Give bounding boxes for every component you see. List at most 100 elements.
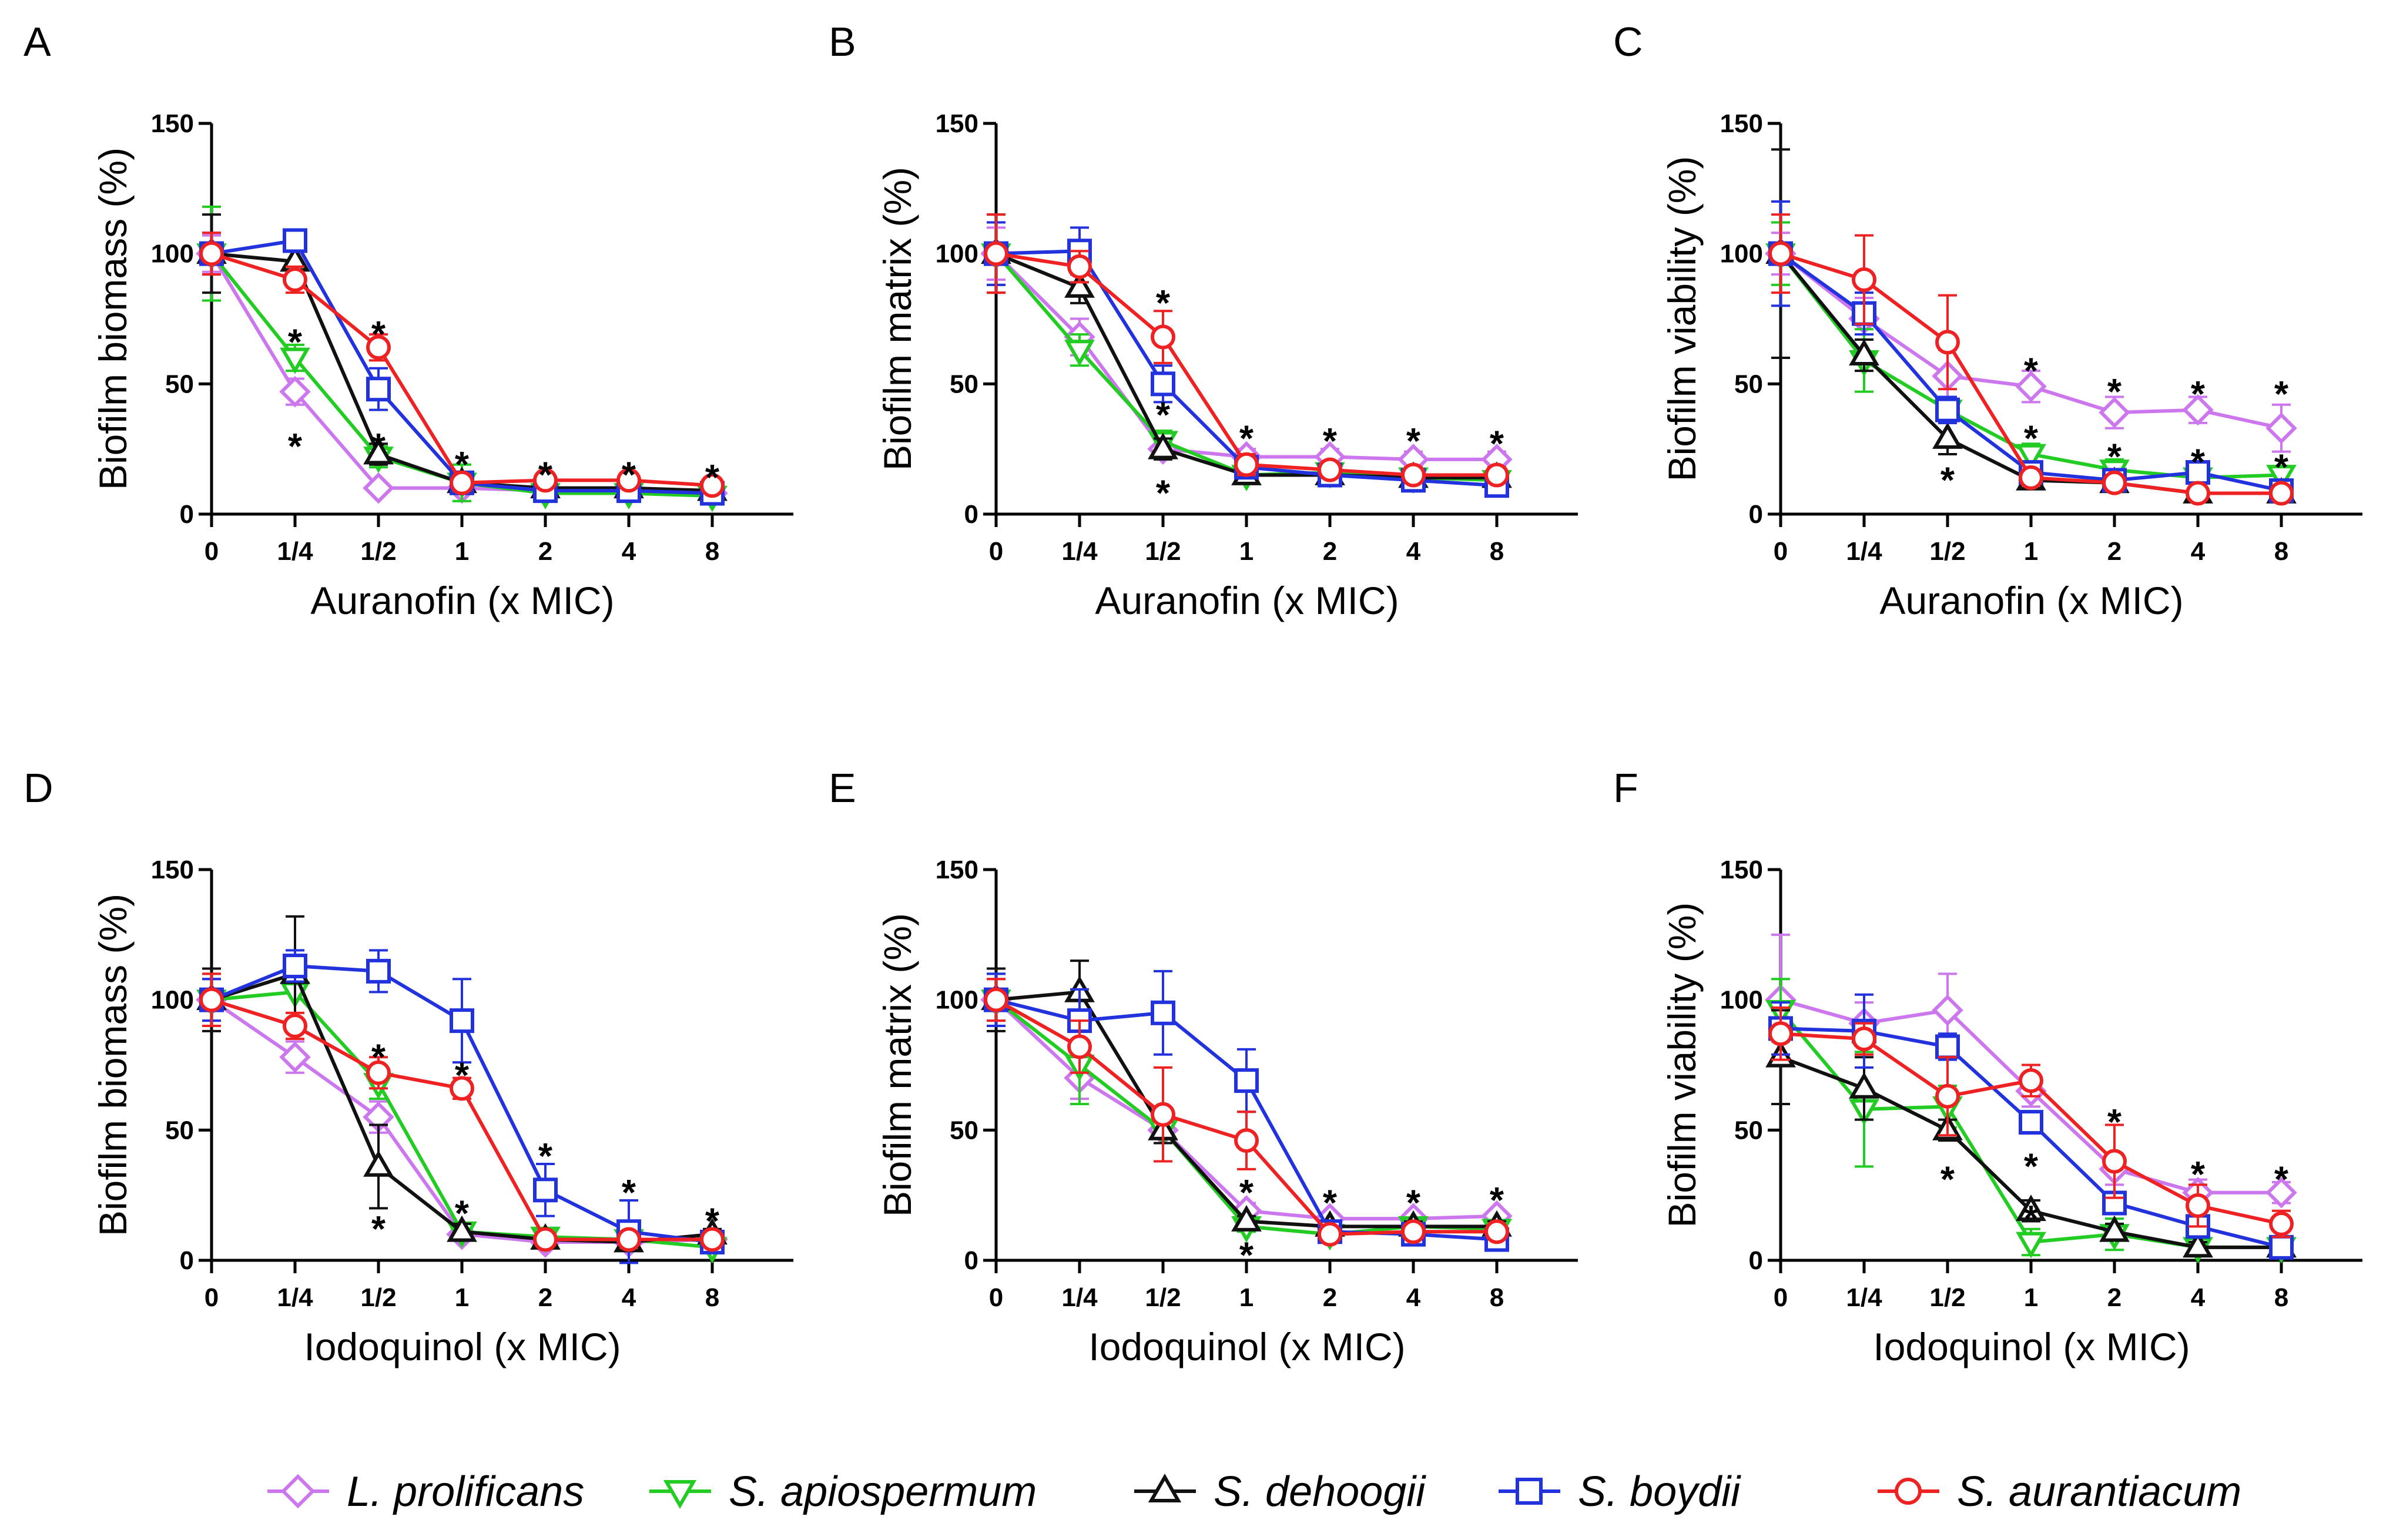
data-point [533,1177,558,1203]
y-tick-label: 150 [936,109,978,138]
data-point [1935,330,1960,355]
x-tick-label: 8 [2274,1283,2288,1312]
legend-label: S. aurantiacum [1957,1468,2241,1515]
series-s-aurantiacum [984,213,1509,488]
data-point [1234,452,1259,477]
x-tick-label: 1/2 [1145,1283,1181,1312]
significance-star: * [2191,1155,2206,1195]
data-point [283,1014,307,1038]
data-point [2183,1231,2213,1258]
x-tick-label: 2 [1323,1283,1337,1312]
data-point [984,987,1008,1012]
legend-marker [1148,1473,1182,1502]
data-point [1318,457,1342,482]
significance-star: * [538,1136,553,1177]
x-tick-label: 8 [1490,537,1504,566]
y-tick-label: 100 [1720,986,1763,1015]
y-tick-label: 100 [936,240,978,269]
significance-star: * [1323,1183,1338,1224]
panel-letter: D [24,765,53,811]
significance-star: * [1239,1235,1254,1276]
significance-star: * [455,1055,470,1096]
data-point [1932,422,1963,449]
data-point [1064,340,1095,367]
y-tick-label: 150 [151,109,194,138]
data-point [1231,1205,1262,1232]
data-point [1318,1222,1342,1247]
x-tick-label: 4 [1406,537,1421,566]
data-point [2269,481,2294,506]
significance-star: * [2107,1102,2122,1143]
significance-star: * [371,1037,386,1078]
data-point [2099,1215,2130,1242]
x-tick-label: 4 [622,1283,636,1312]
panel-e: E 0 50 100 150 0 1/4 1/2 1 2 4 8 Iodoquinol (x MIC) B… [829,765,1578,1368]
data-point [616,1227,641,1252]
legend-marker [280,1474,316,1509]
data-point [1768,241,1793,266]
data-point [2186,1193,2210,1218]
data-point [363,438,394,465]
significance-star: * [2107,437,2122,478]
significance-star: * [288,323,303,363]
x-axis-title: Auranofin (x MIC) [1095,579,1399,622]
data-point [450,1076,474,1101]
significance-star: * [538,455,553,496]
x-tick-label: 2 [2107,537,2121,566]
y-tick-label: 0 [180,500,194,529]
legend-marker [1516,1478,1543,1505]
data-point [1151,1000,1175,1025]
data-point [1234,1068,1259,1093]
legend-marker [663,1480,697,1509]
y-axis-title: Biofilm viability (%) [1660,156,1704,482]
legend-label: S. apiospermum [729,1468,1037,1515]
data-point [1935,1034,1960,1059]
legend: L. prolificans S. apiospermum S. dehoogii S… [267,1468,2241,1515]
x-tick-label: 1 [2024,537,2038,566]
x-tick-label: 1/4 [1061,537,1098,566]
data-point [533,1227,558,1252]
data-point [283,228,307,253]
y-tick-label: 100 [936,986,978,1015]
x-axis-title: Iodoquinol (x MIC) [304,1325,621,1368]
y-tick-label: 50 [950,370,978,398]
x-tick-label: 0 [1774,1283,1788,1312]
data-point [1067,1034,1092,1059]
data-point [2019,1068,2043,1093]
data-point [279,375,311,408]
data-point [2265,412,2297,444]
data-point [2016,1232,2046,1259]
significance-star: * [371,1209,386,1250]
y-axis-title: Biofilm biomass (%) [91,147,135,490]
y-tick-label: 50 [1734,1116,1763,1145]
x-tick-label: 8 [2274,537,2288,566]
y-axis-title: Biofilm viability (%) [1660,902,1704,1228]
x-tick-label: 2 [538,1283,552,1312]
significance-star: * [1490,1180,1504,1221]
x-tick-label: 8 [705,537,719,566]
significance-star: * [622,1173,636,1213]
significance-star: * [705,1202,720,1242]
y-tick-label: 50 [165,1116,194,1145]
significance-star: * [1239,419,1254,459]
data-point [2099,397,2130,428]
significance-star: * [455,445,470,485]
significance-star: * [2274,374,2289,415]
y-tick-label: 0 [180,1246,194,1275]
x-tick-label: 4 [2191,537,2206,566]
x-tick-label: 0 [205,1283,219,1312]
panel-f: F 0 50 100 150 0 1/4 1/2 1 2 4 8 Iodoquinol (x MIC) B… [1613,765,2362,1368]
data-point [1484,1219,1509,1244]
data-point [2019,1110,2043,1135]
data-point [1151,324,1175,350]
y-tick-label: 0 [1749,1246,1763,1275]
significance-star: * [2274,1160,2289,1200]
data-point [1932,994,1963,1026]
data-point [984,241,1008,266]
legend-label: S. dehoogii [1214,1468,1426,1515]
y-axis-title: Biofilm biomass (%) [91,894,135,1236]
panel-b: B 0 50 100 150 0 1/4 1/2 1 2 4 8 Auranofin (x MIC) Bi… [829,19,1578,622]
data-point [2265,1176,2297,1209]
significance-star: * [2024,1147,2039,1187]
